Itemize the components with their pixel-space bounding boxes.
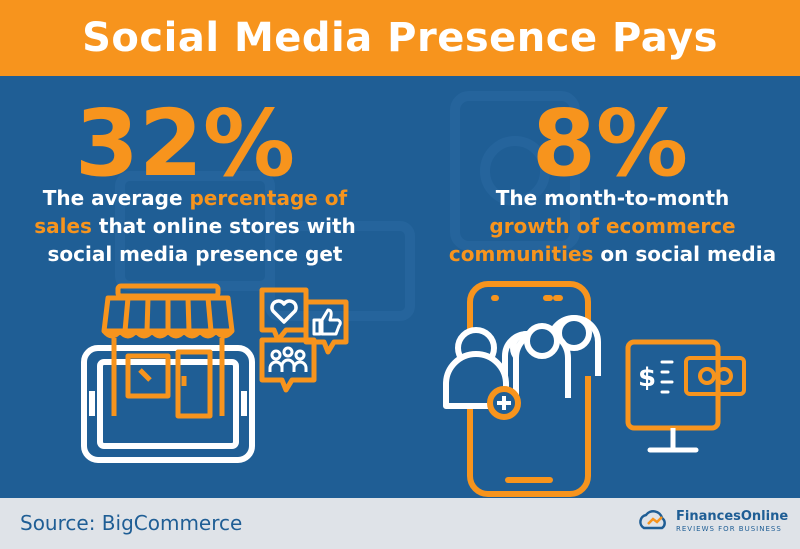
stat-right-description: The month-to-month growth of ecommerce com… <box>425 184 800 268</box>
add-user-icon <box>443 327 521 420</box>
illustrations: $ <box>81 281 746 497</box>
description-text: on social media <box>593 242 777 266</box>
heart-bubble-icon <box>259 287 309 343</box>
title-banner: Social Media Presence Pays <box>0 0 800 76</box>
brand-tagline: REVIEWS FOR BUSINESS <box>676 524 782 533</box>
brand-logo[interactable]: FinancesOnline REVIEWS FOR BUSINESS <box>636 508 788 534</box>
group-bubble-icon <box>259 337 317 393</box>
highlight-text: sales <box>34 214 92 238</box>
description-text: that online stores with <box>91 214 356 238</box>
stat-left-value: 32% <box>74 90 296 197</box>
money-monitor-icon: $ <box>625 339 746 453</box>
stat-right-value: 8% <box>531 90 689 197</box>
page-title: Social Media Presence Pays <box>82 15 718 61</box>
stat-left-description: The average percentage of sales that onli… <box>10 184 380 268</box>
storefront-icon <box>101 283 235 419</box>
main-panel: 32% The average percentage of sales that … <box>0 76 800 498</box>
brand-name: FinancesOnline <box>676 508 789 524</box>
highlight-text: growth of ecommerce <box>489 214 736 238</box>
svg-text:$: $ <box>638 363 656 393</box>
highlight-text: percentage of <box>189 186 348 210</box>
group-icon <box>502 315 601 398</box>
highlight-text: communities <box>448 242 594 266</box>
source-credit: Source: BigCommerce <box>20 511 243 535</box>
cloud-logo-icon <box>639 510 666 530</box>
description-text: The month-to-month <box>495 186 730 210</box>
footer: Source: BigCommerce FinancesOnline REVIE… <box>0 498 800 549</box>
description-text: social media presence get <box>47 242 343 266</box>
description-text: The average <box>42 186 190 210</box>
